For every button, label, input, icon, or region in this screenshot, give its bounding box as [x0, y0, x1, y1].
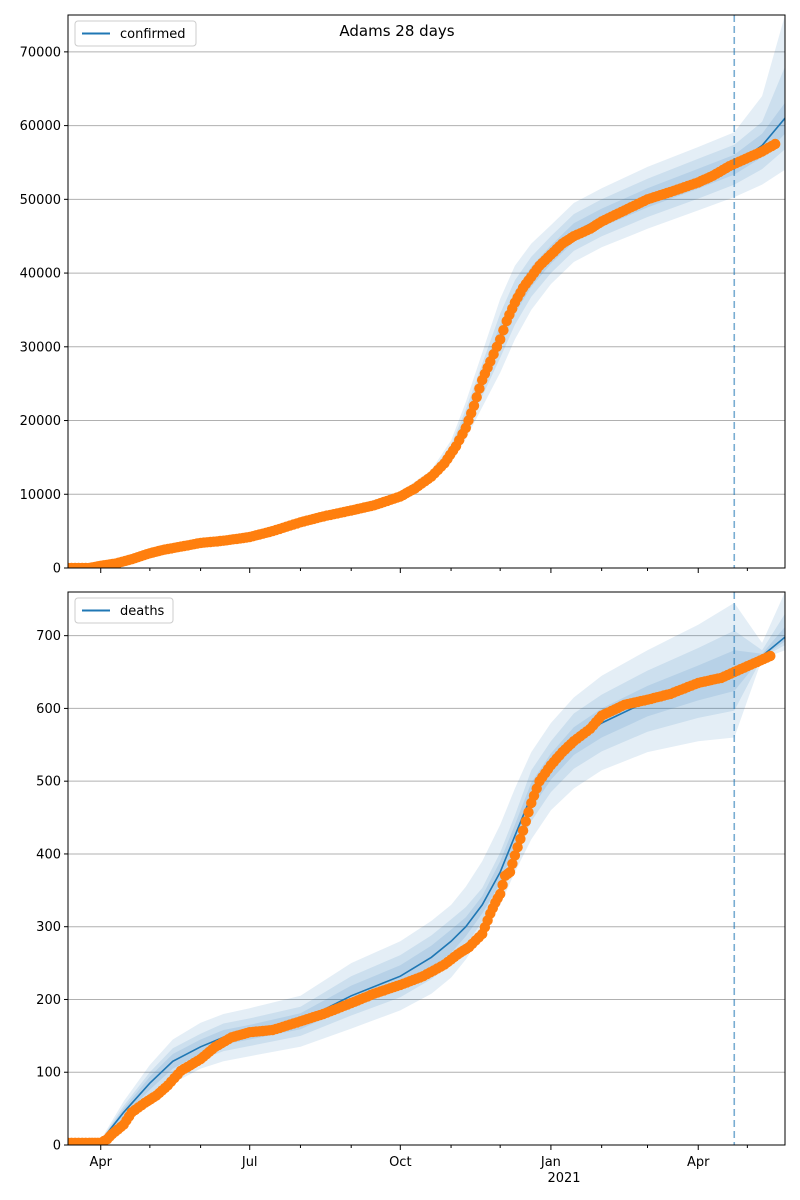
- bottom-y-tick-label: 400: [36, 847, 61, 862]
- top-legend-box: [74, 20, 197, 47]
- bottom-y-tick-label: 300: [36, 920, 61, 935]
- top-y-tick-label: 0: [53, 562, 61, 577]
- x-tick-label: Oct: [389, 1155, 411, 1170]
- bottom-observed-point: [504, 866, 516, 878]
- top-observed-point: [498, 325, 509, 336]
- top-y-tick-label: 10000: [20, 488, 61, 503]
- bottom-observed-point: [515, 833, 526, 845]
- bottom-y-tick-label: 500: [36, 775, 61, 790]
- top-panel: 0 10000 20000 30000 40000 50000 60000 70000 con…: [20, 14, 786, 577]
- top-observed-point: [770, 138, 781, 150]
- x-year-label: 2021: [547, 1171, 580, 1186]
- bottom-axes-frame: [67, 591, 786, 1146]
- bottom-observed-point: [765, 650, 776, 662]
- bottom-uncertainty-band: [68, 592, 785, 1145]
- top-y-tick-label: 30000: [20, 340, 61, 355]
- bottom-y-tick-label: 700: [36, 629, 61, 644]
- top-observed-point: [471, 392, 482, 403]
- bottom-legend: deaths: [74, 597, 174, 624]
- top-uncertainty-band: [68, 66, 785, 568]
- bottom-observed-point: [523, 807, 534, 818]
- bottom-y-tick-label: 600: [36, 702, 61, 717]
- x-axis-labels: Apr Jul Oct Jan Apr: [89, 1155, 710, 1170]
- bottom-y-tick-label: 100: [36, 1066, 61, 1081]
- x-tick-label: Apr: [89, 1155, 112, 1170]
- x-tick-label: Jul: [241, 1155, 258, 1170]
- top-axes-frame: [67, 14, 786, 569]
- bottom-observed-point: [509, 850, 521, 861]
- top-observed-point: [495, 334, 506, 345]
- bottom-uncertainty-band: [68, 613, 785, 1145]
- bottom-y-tick-label: 200: [36, 993, 61, 1008]
- figure-title: Adams 28 days: [339, 22, 454, 40]
- top-y-tick-label: 40000: [20, 267, 61, 282]
- bottom-observed-point: [512, 842, 523, 853]
- top-y-tick-label: 60000: [20, 119, 61, 134]
- top-y-tick-label: 70000: [20, 45, 61, 60]
- bottom-observed-point: [495, 888, 506, 900]
- top-observed-point: [474, 383, 485, 394]
- bottom-legend-label: deaths: [120, 604, 165, 619]
- x-tick-label: Jan: [540, 1155, 561, 1170]
- bottom-observed-point: [520, 816, 531, 827]
- bottom-observed-point: [497, 879, 508, 891]
- bottom-panel: 0 100 200 300 400 500 600 700 deaths: [36, 591, 786, 1154]
- top-legend: confirmed: [74, 20, 197, 47]
- top-legend-label: confirmed: [120, 27, 186, 42]
- top-observed-point: [468, 400, 480, 411]
- top-y-tick-label: 50000: [20, 193, 61, 208]
- x-tick-label: Apr: [687, 1155, 710, 1170]
- top-y-tick-label: 20000: [20, 414, 61, 429]
- bottom-y-tick-label: 0: [53, 1139, 61, 1154]
- bottom-observed-point: [517, 825, 529, 836]
- bottom-observed-point: [507, 858, 518, 869]
- bottom-legend-box: [74, 597, 174, 624]
